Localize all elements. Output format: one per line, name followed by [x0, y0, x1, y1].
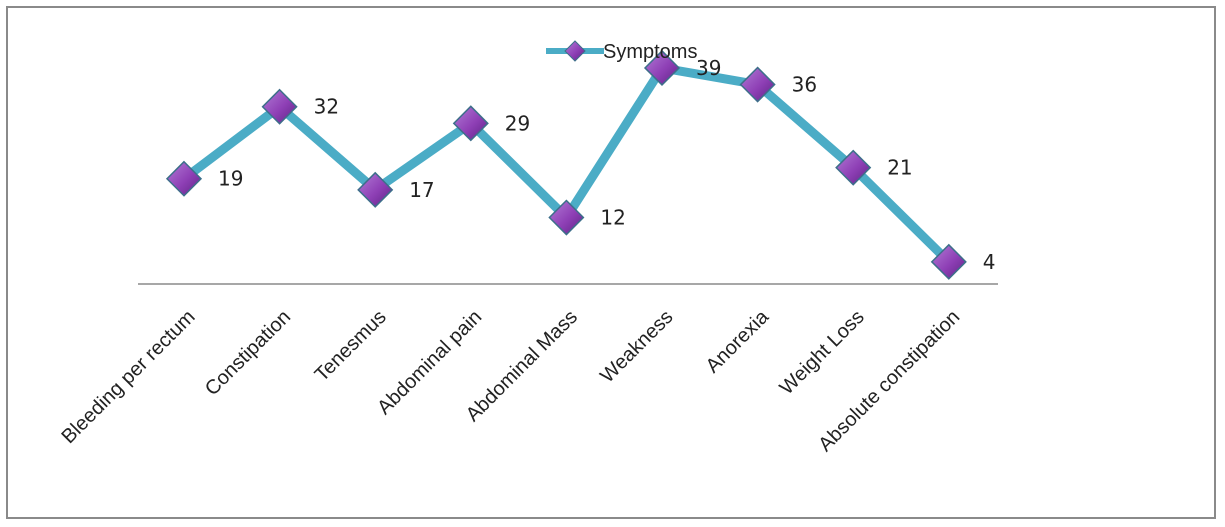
- data-label: 29: [505, 111, 530, 135]
- data-point-marker: [165, 160, 203, 197]
- category-tick-label: Weakness: [596, 306, 677, 387]
- data-point-marker: [739, 66, 776, 103]
- data-point-marker: [643, 49, 681, 87]
- data-point-marker: [930, 243, 967, 280]
- data-label: 17: [409, 178, 434, 202]
- category-tick-label: Weight Loss: [776, 306, 869, 399]
- data-label: 19: [218, 167, 243, 191]
- legend-marker-icon: [564, 40, 586, 62]
- category-tick-label: Constipation: [201, 306, 295, 400]
- data-point-marker: [452, 105, 489, 142]
- data-point-marker: [548, 199, 585, 236]
- data-label: 32: [314, 95, 339, 119]
- data-label: 39: [696, 56, 721, 80]
- category-tick-label: Tenesmus: [311, 306, 391, 386]
- chart-frame: [6, 6, 1216, 519]
- data-point-marker: [835, 149, 872, 186]
- legend-label: Symptoms: [603, 41, 697, 63]
- data-label: 36: [792, 73, 817, 97]
- data-point-marker: [261, 88, 298, 125]
- data-label: 21: [887, 156, 912, 180]
- data-label: 4: [983, 250, 996, 274]
- data-label: 12: [600, 206, 625, 230]
- category-tick-label: Bleeding per rectum: [57, 306, 199, 448]
- data-point-marker: [357, 171, 394, 208]
- category-tick-label: Anorexia: [702, 305, 774, 377]
